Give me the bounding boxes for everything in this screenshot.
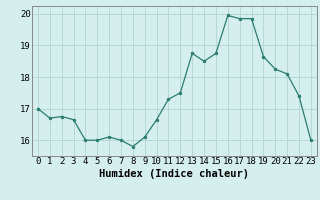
X-axis label: Humidex (Indice chaleur): Humidex (Indice chaleur) xyxy=(100,169,249,179)
